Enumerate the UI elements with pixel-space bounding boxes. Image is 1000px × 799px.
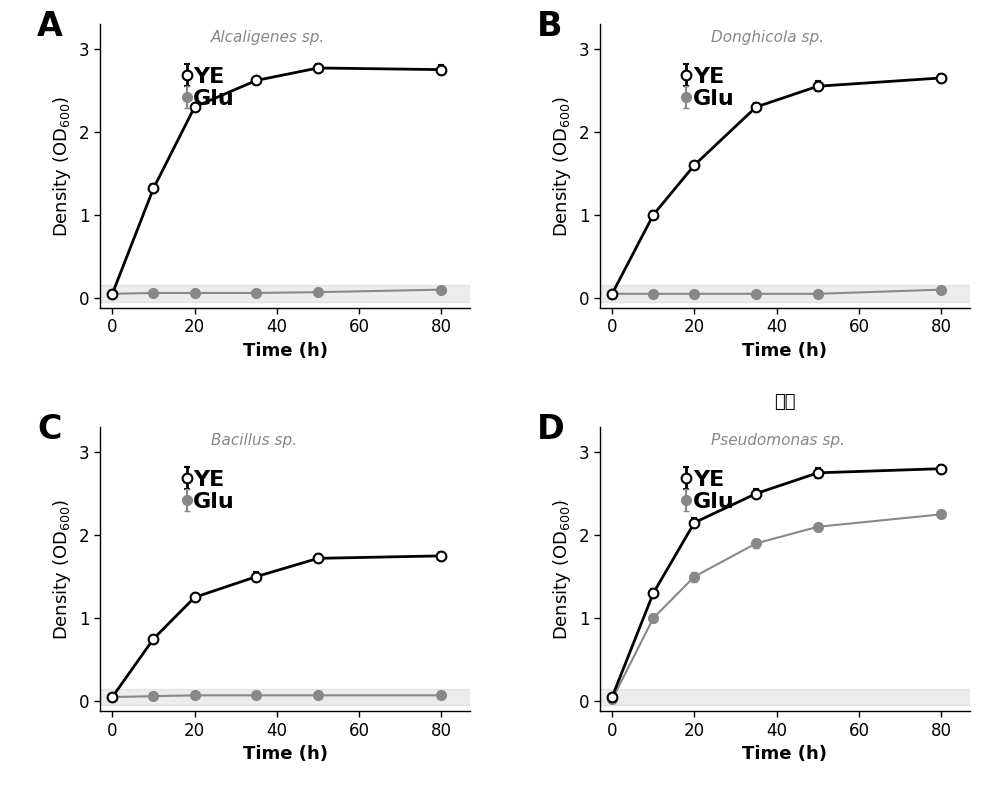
Bar [100,285,470,302]
Y-axis label: Density (OD$_{600}$): Density (OD$_{600}$) [51,499,73,640]
Legend: YE, Glu: YE, Glu [178,461,244,521]
Legend: YE, Glu: YE, Glu [678,461,744,521]
Y-axis label: Density (OD$_{600}$): Density (OD$_{600}$) [51,95,73,237]
Text: Donghicola sp.: Donghicola sp. [711,30,824,45]
Legend: YE, Glu: YE, Glu [678,58,744,117]
X-axis label: Time (h): Time (h) [243,342,328,360]
Bar [100,689,470,706]
Text: 时间: 时间 [774,393,796,411]
X-axis label: Time (h): Time (h) [742,342,827,360]
Text: C: C [37,413,62,446]
Text: Pseudomonas sp.: Pseudomonas sp. [711,433,845,448]
Text: Bacillus sp.: Bacillus sp. [211,433,297,448]
Bar [600,285,970,302]
Y-axis label: Density (OD$_{600}$): Density (OD$_{600}$) [551,499,573,640]
Text: A: A [37,10,63,43]
Text: B: B [537,10,562,43]
Legend: YE, Glu: YE, Glu [178,58,244,117]
X-axis label: Time (h): Time (h) [243,745,328,763]
Y-axis label: Density (OD$_{600}$): Density (OD$_{600}$) [551,95,573,237]
X-axis label: Time (h): Time (h) [742,745,827,763]
Text: D: D [537,413,565,446]
Bar [600,689,970,706]
Text: Alcaligenes sp.: Alcaligenes sp. [211,30,325,45]
